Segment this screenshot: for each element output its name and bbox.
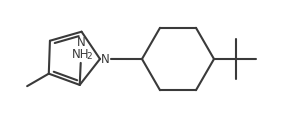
- Text: N: N: [101, 53, 110, 66]
- Text: NH: NH: [72, 48, 89, 61]
- Text: 2: 2: [86, 52, 92, 61]
- Text: N: N: [77, 36, 86, 49]
